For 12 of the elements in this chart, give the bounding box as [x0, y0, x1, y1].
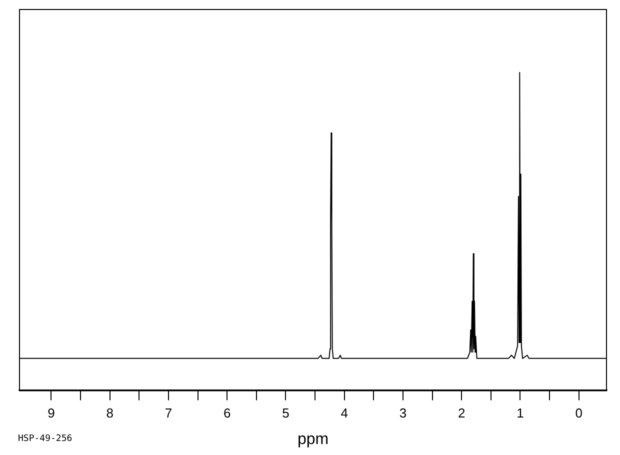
text: HSP-49-256 — [18, 434, 72, 444]
x-tick-label: 8 — [106, 406, 114, 421]
x-tick-label: 6 — [224, 406, 231, 421]
x-tick-label: 1 — [516, 406, 524, 421]
x-tick-label: 0 — [575, 406, 582, 421]
x-tick-label: 9 — [48, 406, 55, 421]
x-tick-label: 3 — [399, 406, 407, 421]
x-axis-title: ppm — [297, 430, 329, 448]
x-tick-label: 7 — [164, 406, 172, 421]
x-tick-label: 4 — [340, 406, 348, 421]
x-tick-label: 5 — [282, 406, 290, 421]
x-tick-label: 2 — [458, 406, 466, 421]
